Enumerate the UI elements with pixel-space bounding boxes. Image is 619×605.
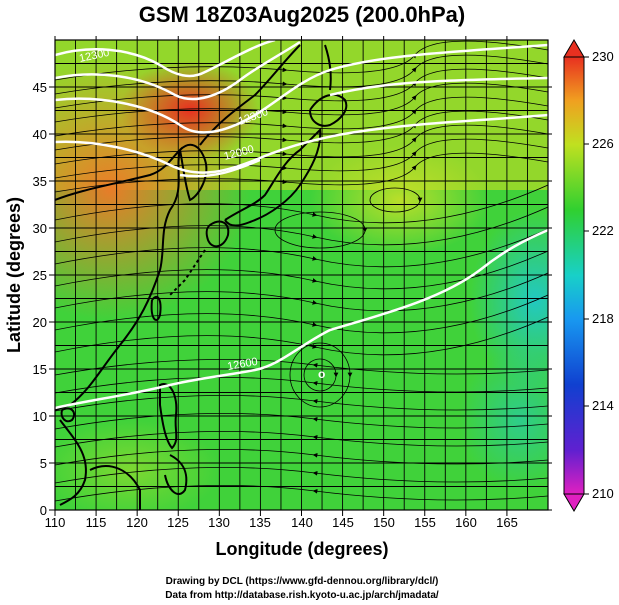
y-tick-label-20: 20 bbox=[33, 315, 47, 330]
streamline bbox=[55, 206, 548, 246]
contour-12300 bbox=[179, 158, 261, 178]
y-axis-title: Latitude (degrees) bbox=[4, 197, 24, 353]
streamline bbox=[55, 448, 548, 466]
cool-spot-southeast bbox=[460, 350, 548, 490]
colorbar-ticks bbox=[584, 56, 589, 495]
colorbar-gradient bbox=[563, 56, 585, 495]
y-tick-label-30: 30 bbox=[33, 221, 47, 236]
x-tick-label-130: 130 bbox=[208, 515, 230, 530]
y-tick-label-10: 10 bbox=[33, 409, 47, 424]
streamline bbox=[55, 412, 548, 430]
contour-12000 bbox=[55, 113, 548, 174]
colorbar-max-arrow bbox=[563, 39, 585, 58]
map-grid bbox=[55, 40, 548, 510]
contour-north-4 bbox=[329, 76, 548, 97]
y-tick-label-0: 0 bbox=[40, 503, 47, 518]
height-contours bbox=[55, 40, 548, 410]
x-tick-label-140: 140 bbox=[291, 515, 313, 530]
x-tick-label-125: 125 bbox=[167, 515, 189, 530]
streamline bbox=[274, 211, 368, 249]
coastline-luzon bbox=[159, 383, 178, 450]
typhoon-center-marker: o bbox=[318, 367, 325, 381]
streamline bbox=[55, 394, 548, 412]
streamline bbox=[55, 294, 548, 334]
contour-north-3 bbox=[55, 43, 548, 134]
y-tick-label-35: 35 bbox=[33, 174, 47, 189]
contour-12300-north bbox=[55, 40, 276, 78]
axis-ticks bbox=[49, 36, 552, 516]
colorbar-label-214: 214 bbox=[592, 398, 614, 413]
colorbar-label-230: 230 bbox=[592, 49, 614, 64]
coastline-kyushu bbox=[205, 220, 230, 248]
x-tick-label-120: 120 bbox=[126, 515, 148, 530]
y-tick-labels: 0 5 10 15 20 25 30 35 40 45 bbox=[33, 80, 47, 518]
x-axis-title: Longitude (degrees) bbox=[215, 539, 388, 559]
streamline bbox=[55, 484, 548, 502]
x-tick-label-155: 155 bbox=[414, 515, 436, 530]
streamline bbox=[55, 272, 548, 312]
colorbar: 230 226 222 218 214 210 bbox=[563, 39, 614, 512]
streamline bbox=[55, 376, 548, 394]
y-tick-label-25: 25 bbox=[33, 268, 47, 283]
streamline bbox=[303, 358, 339, 392]
x-tick-label-115: 115 bbox=[86, 515, 107, 530]
streamline bbox=[55, 466, 548, 484]
streamline bbox=[55, 152, 548, 193]
streamline bbox=[289, 342, 353, 408]
wind-streamlines bbox=[55, 40, 548, 502]
y-tick-label-15: 15 bbox=[33, 362, 47, 377]
streamline bbox=[55, 358, 548, 376]
contour-12600 bbox=[55, 228, 548, 410]
coastline-vietnam bbox=[59, 419, 87, 506]
x-tick-label-165: 165 bbox=[496, 515, 518, 530]
x-tick-label-110: 110 bbox=[45, 515, 66, 530]
streamline bbox=[55, 228, 548, 268]
x-tick-labels: 110 115 120 125 130 135 140 145 150 155 … bbox=[45, 515, 518, 530]
x-tick-label-160: 160 bbox=[455, 515, 477, 530]
contour-label-4: 12600 bbox=[226, 356, 258, 373]
y-tick-label-45: 45 bbox=[33, 80, 47, 95]
cool-spot-east bbox=[470, 210, 548, 390]
credit-data: Data from http://database.rish.kyoto-u.a… bbox=[165, 590, 439, 601]
credit-drawing: Drawing by DCL (https://www.gfd-dennou.o… bbox=[166, 576, 439, 587]
coastline-borneo bbox=[89, 465, 141, 510]
chart-title: GSM 18Z03Aug2025 (200.0hPa) bbox=[139, 2, 465, 27]
warm-spot-south bbox=[55, 420, 220, 510]
x-tick-label-135: 135 bbox=[249, 515, 271, 530]
colorbar-label-226: 226 bbox=[592, 136, 614, 151]
x-tick-label-145: 145 bbox=[332, 515, 354, 530]
contour-north-2 bbox=[55, 40, 301, 101]
colorbar-label-222: 222 bbox=[592, 223, 614, 238]
streamline bbox=[55, 316, 548, 356]
colorbar-min-arrow bbox=[563, 493, 585, 512]
streamline bbox=[55, 184, 548, 224]
y-tick-label-40: 40 bbox=[33, 127, 47, 142]
plot-area: 12300 12000 12300 12600 o bbox=[55, 40, 548, 510]
streamline bbox=[55, 430, 548, 448]
y-tick-label-5: 5 bbox=[40, 456, 47, 471]
colorbar-label-210: 210 bbox=[592, 486, 614, 501]
colorbar-label-218: 218 bbox=[592, 311, 614, 326]
x-tick-label-150: 150 bbox=[373, 515, 395, 530]
warm-spot-pacific bbox=[310, 145, 490, 255]
streamline bbox=[369, 187, 423, 213]
